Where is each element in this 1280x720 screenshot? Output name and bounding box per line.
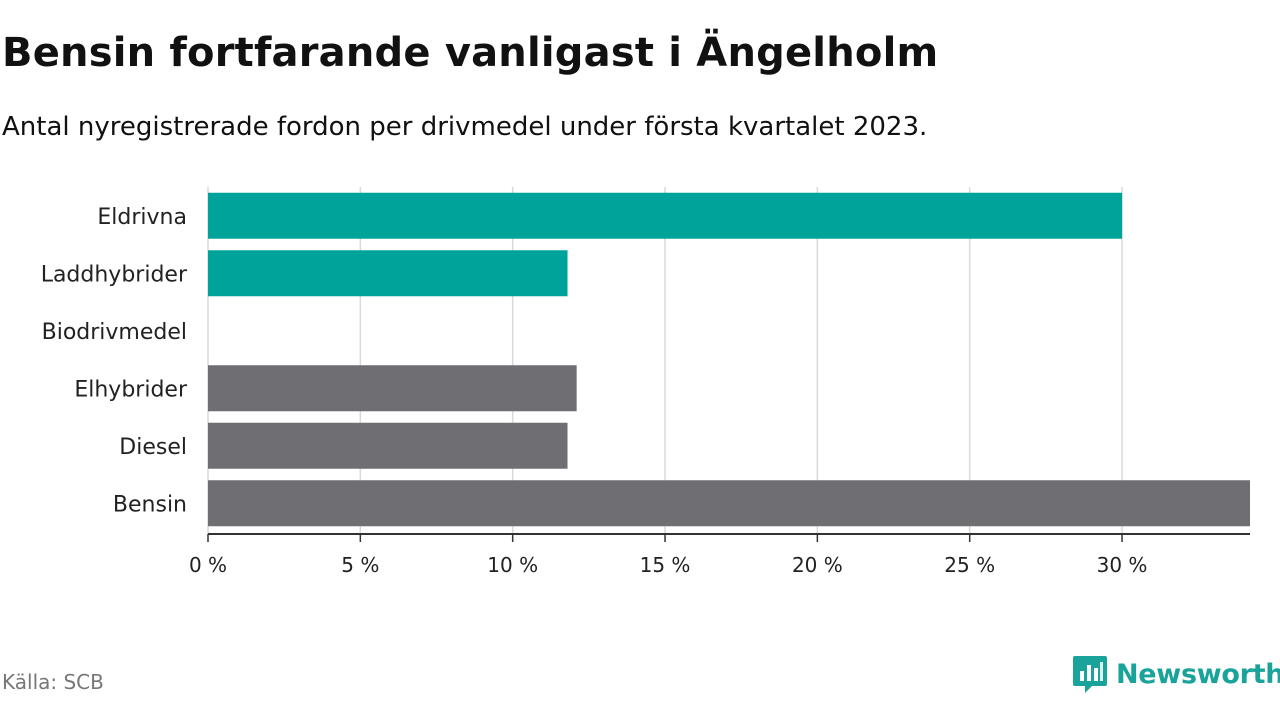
- bar-bensin: [208, 480, 1250, 527]
- newsworthy-logo-icon: [1073, 656, 1107, 693]
- bar-diesel: [208, 422, 568, 469]
- x-tick-label: 15 %: [640, 553, 691, 577]
- category-label: Biodrivmedel: [42, 320, 187, 345]
- bars: [208, 192, 1250, 527]
- gridlines: [207, 187, 1123, 534]
- x-tick-label: 20 %: [792, 553, 843, 577]
- bar-elhybrider: [208, 365, 577, 412]
- x-tick-label: 25 %: [944, 553, 995, 577]
- x-tick-label: 30 %: [1097, 553, 1148, 577]
- x-axis: 0 % 5 % 10 % 15 % 20 % 25 % 30 %: [189, 533, 1250, 577]
- chart-subtitle: Antal nyregistrerade fordon per drivmede…: [2, 112, 928, 142]
- category-labels: Eldrivna Laddhybrider Biodrivmedel Elhybrid…: [41, 205, 188, 518]
- category-label: Bensin: [113, 492, 187, 517]
- x-tick-label: 10 %: [487, 553, 538, 577]
- x-tick-label: 0 %: [189, 553, 227, 577]
- bar-eldrivna: [208, 192, 1123, 239]
- category-label: Elhybrider: [74, 377, 188, 402]
- brand-name: Newsworthy: [1116, 658, 1280, 690]
- bar-laddhybrider: [208, 250, 568, 297]
- category-label: Laddhybrider: [41, 262, 188, 287]
- x-tick-label: 5 %: [341, 553, 379, 577]
- category-label: Diesel: [119, 435, 187, 460]
- category-label: Eldrivna: [97, 205, 187, 230]
- newsworthy-logo: Newsworthy: [1072, 654, 1280, 694]
- source-note: Källa: SCB: [2, 670, 104, 694]
- chart-title: Bensin fortfarande vanligast i Ängelholm: [2, 30, 939, 76]
